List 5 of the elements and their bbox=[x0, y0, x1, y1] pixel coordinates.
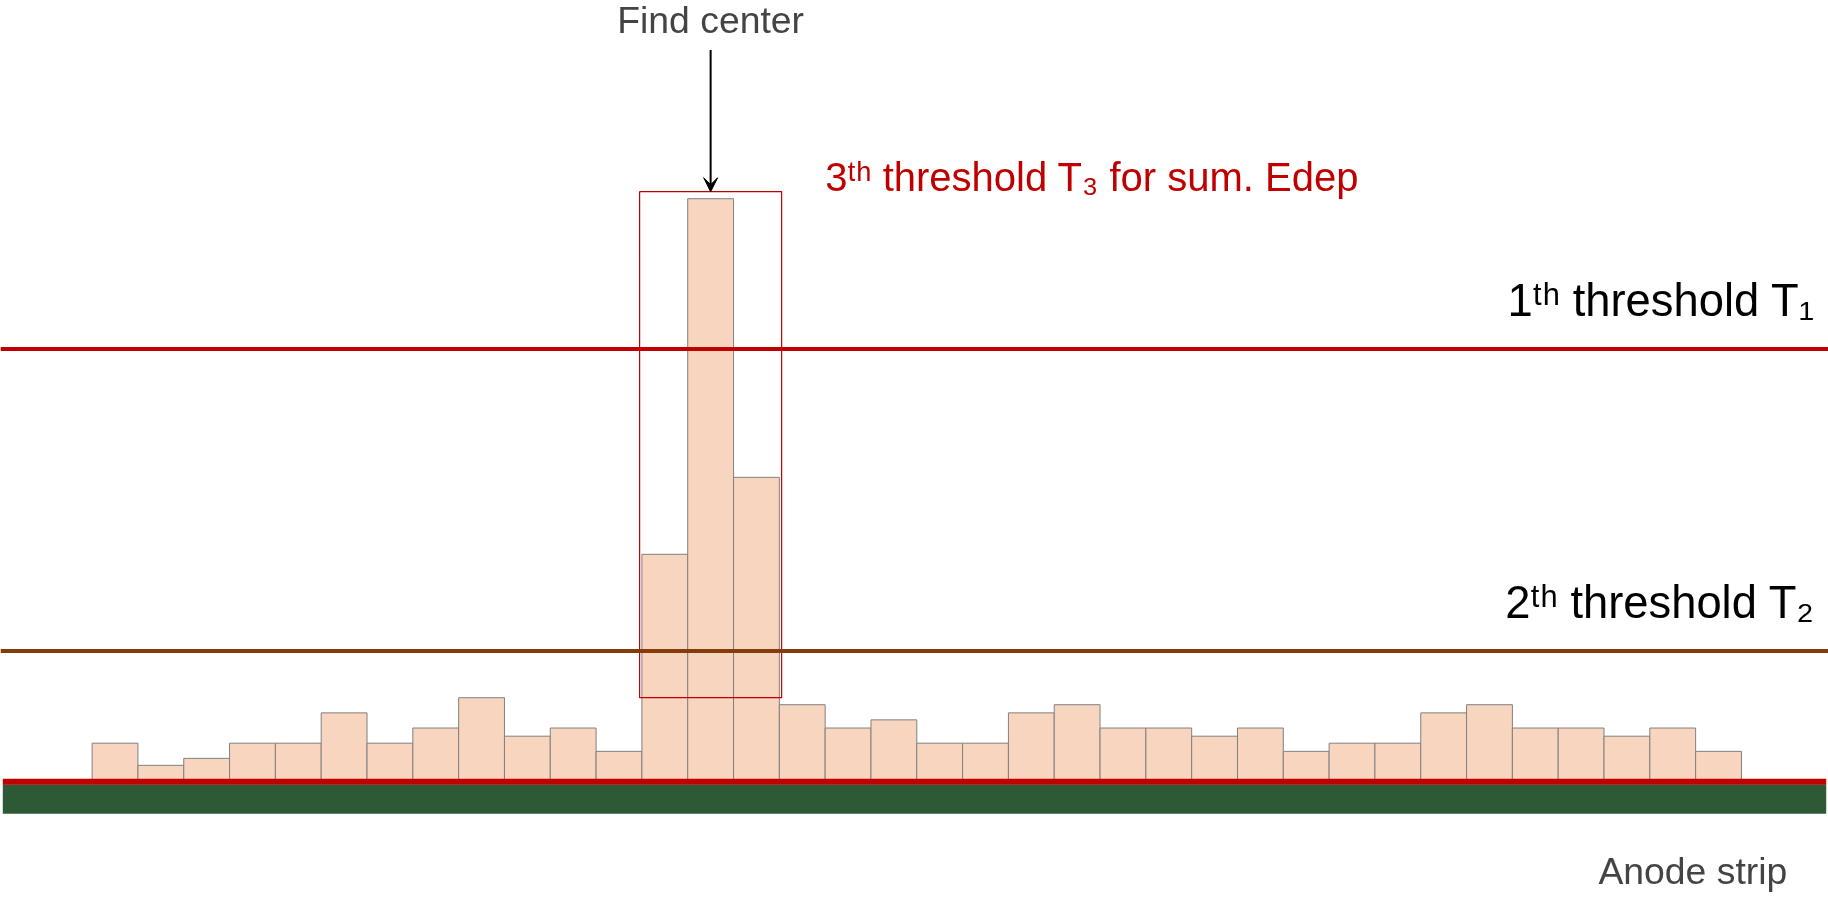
text: Anode strip bbox=[1598, 850, 1788, 893]
text: 3ᵗʰ threshold T₃ for sum. Edep bbox=[825, 154, 1359, 199]
text: Find center bbox=[617, 0, 804, 42]
ref-line-label: 1ᵗʰ threshold T₁ bbox=[1507, 274, 1814, 326]
ref-line-label: 2ᵗʰ threshold T₂ bbox=[1505, 576, 1814, 628]
